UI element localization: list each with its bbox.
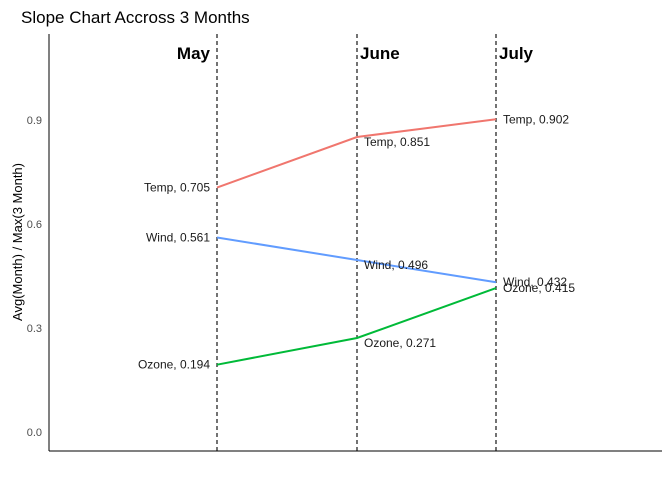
series-lines — [216, 118, 497, 366]
axes — [48, 34, 662, 452]
data-labels: Temp, 0.705 Temp, 0.851 Temp, 0.902 Wind, 0… — [138, 112, 575, 371]
series-line-ozone — [216, 287, 497, 366]
series-line-temp — [216, 118, 497, 189]
chart-title: Slope Chart Accross 3 Months — [21, 8, 250, 27]
y-tick-label: 0.3 — [27, 323, 42, 335]
month-header: June — [360, 44, 400, 63]
data-label: Temp, 0.902 — [503, 112, 569, 126]
data-label: Ozone, 0.415 — [503, 281, 575, 295]
month-header: May — [177, 44, 211, 63]
month-headers: May June July — [177, 44, 534, 63]
month-divider-lines — [216, 34, 497, 451]
data-label: Ozone, 0.194 — [138, 358, 210, 372]
month-header: July — [499, 44, 534, 63]
y-tick-label: 0.0 — [27, 427, 42, 439]
data-label: Wind, 0.561 — [146, 231, 210, 245]
data-label: Wind, 0.432 — [503, 275, 567, 289]
y-tick-labels: 0.0 0.3 0.6 0.9 — [27, 115, 42, 439]
data-label: Wind, 0.496 — [364, 258, 428, 272]
y-tick-label: 0.9 — [27, 115, 42, 127]
y-tick-label: 0.6 — [27, 219, 42, 231]
data-label: Ozone, 0.271 — [364, 336, 436, 350]
data-label: Temp, 0.851 — [364, 135, 430, 149]
data-label: Temp, 0.705 — [144, 181, 210, 195]
y-axis-label: Avg(Month) / Max(3 Month) — [10, 163, 25, 321]
series-line-wind — [216, 236, 497, 284]
